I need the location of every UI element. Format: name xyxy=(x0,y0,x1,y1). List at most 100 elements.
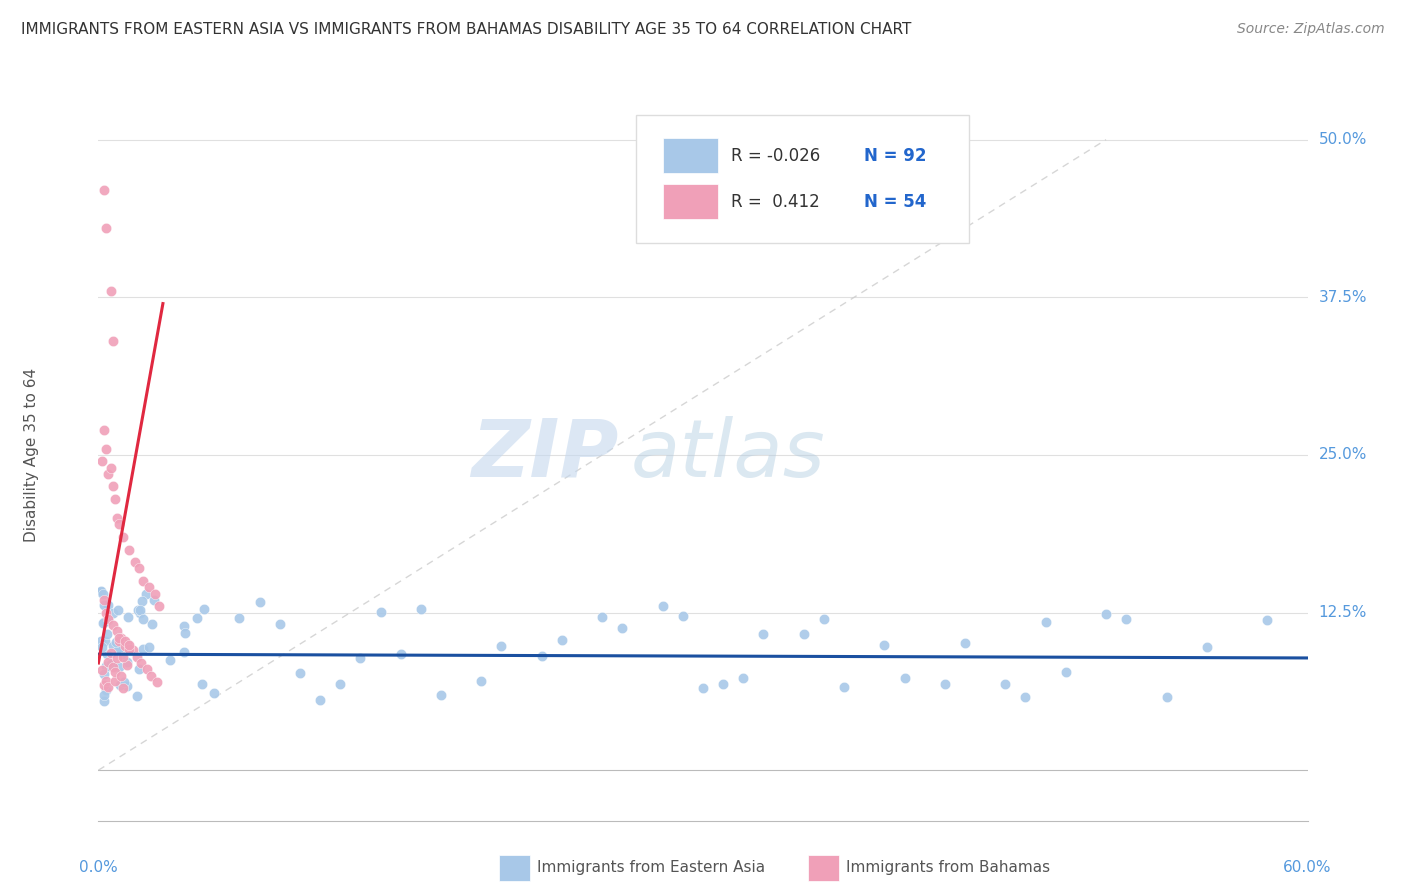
Point xyxy=(125,690,148,704)
Point xyxy=(128,603,150,617)
Point xyxy=(114,634,136,648)
Point xyxy=(953,636,976,650)
Text: ZIP: ZIP xyxy=(471,416,619,494)
Point xyxy=(93,694,115,708)
Point xyxy=(101,618,124,632)
Bar xyxy=(664,185,717,219)
Point xyxy=(96,683,118,698)
Text: Immigrants from Eastern Asia: Immigrants from Eastern Asia xyxy=(537,861,765,875)
Point xyxy=(1014,690,1036,705)
Point xyxy=(191,677,214,691)
Point xyxy=(107,603,129,617)
Point xyxy=(129,656,152,670)
Text: R =  0.412: R = 0.412 xyxy=(731,193,820,211)
Point xyxy=(143,593,166,607)
Point xyxy=(651,599,673,613)
Bar xyxy=(664,138,717,173)
Point xyxy=(131,594,153,608)
Point xyxy=(93,615,115,629)
Point xyxy=(115,658,138,673)
Point xyxy=(101,479,124,493)
Point xyxy=(173,619,195,633)
Point xyxy=(1035,615,1057,629)
Text: atlas: atlas xyxy=(630,416,825,494)
Point xyxy=(118,638,141,652)
Point xyxy=(105,624,128,639)
Point xyxy=(173,645,195,659)
Point xyxy=(110,669,132,683)
Point xyxy=(131,612,153,626)
Point xyxy=(893,671,915,685)
Point xyxy=(117,609,139,624)
Point xyxy=(103,665,125,679)
Point xyxy=(612,621,634,635)
Point xyxy=(329,677,352,691)
Point xyxy=(132,574,155,588)
Point xyxy=(96,442,118,456)
Point xyxy=(309,693,332,707)
Point xyxy=(100,646,122,660)
Point xyxy=(530,649,553,664)
Point xyxy=(591,610,613,624)
Point xyxy=(159,653,181,667)
Point xyxy=(93,423,115,437)
Point xyxy=(551,632,574,647)
Point xyxy=(105,511,128,525)
Point xyxy=(249,595,271,609)
Point xyxy=(138,580,160,594)
Point xyxy=(1195,640,1218,654)
Point xyxy=(90,634,112,648)
Point xyxy=(118,542,141,557)
Point xyxy=(994,677,1017,691)
Point xyxy=(269,617,291,632)
Point xyxy=(873,639,896,653)
Point xyxy=(173,625,195,640)
Point xyxy=(470,673,492,688)
Point xyxy=(1095,607,1118,622)
Text: R = -0.026: R = -0.026 xyxy=(731,147,820,165)
Point xyxy=(124,555,146,569)
Point xyxy=(97,613,120,627)
Point xyxy=(112,675,135,690)
Point xyxy=(97,467,120,481)
Point xyxy=(111,650,134,665)
Point xyxy=(148,599,170,614)
Point xyxy=(138,640,160,654)
Point xyxy=(1115,612,1137,626)
Point xyxy=(107,631,129,645)
Point xyxy=(93,593,115,607)
Point xyxy=(228,611,250,625)
Point xyxy=(1054,665,1077,680)
Point xyxy=(108,659,131,673)
Point xyxy=(128,561,150,575)
Point xyxy=(91,616,114,631)
Point xyxy=(90,584,112,599)
Text: 50.0%: 50.0% xyxy=(1319,132,1367,147)
Point xyxy=(121,643,143,657)
Point xyxy=(94,658,117,673)
Point xyxy=(832,681,855,695)
Point xyxy=(111,530,134,544)
Point xyxy=(409,602,432,616)
Point xyxy=(105,651,128,665)
Point xyxy=(139,668,162,682)
Point xyxy=(117,679,139,693)
Point xyxy=(692,681,714,695)
Point xyxy=(91,640,114,655)
Point xyxy=(146,674,169,689)
Point xyxy=(91,586,114,600)
Point xyxy=(349,651,371,665)
Point xyxy=(135,662,157,676)
Point xyxy=(96,606,118,620)
Point xyxy=(107,633,129,648)
Text: IMMIGRANTS FROM EASTERN ASIA VS IMMIGRANTS FROM BAHAMAS DISABILITY AGE 35 TO 64 : IMMIGRANTS FROM EASTERN ASIA VS IMMIGRAN… xyxy=(21,22,911,37)
Point xyxy=(93,667,115,681)
Point xyxy=(128,606,150,620)
Point xyxy=(97,612,120,626)
Point xyxy=(101,659,124,673)
Point xyxy=(135,587,157,601)
Point xyxy=(115,637,138,651)
FancyBboxPatch shape xyxy=(637,115,969,243)
Point xyxy=(98,658,121,673)
Point xyxy=(93,599,115,613)
